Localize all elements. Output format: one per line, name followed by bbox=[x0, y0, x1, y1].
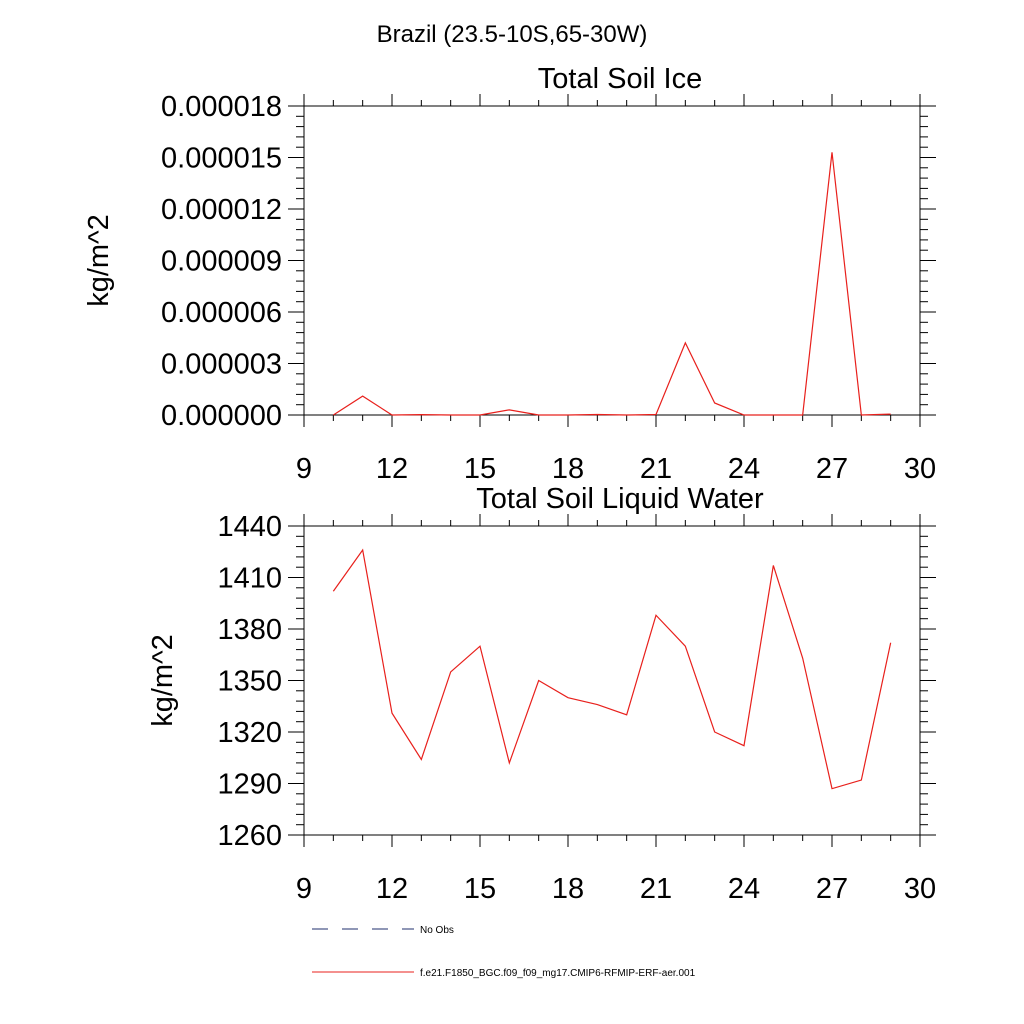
plot-frame bbox=[303, 525, 921, 836]
chart-panel-1: Total Soil Ice 9 12 15 18 21 24 27 30 0.000000 0.0… bbox=[83, 63, 936, 485]
series-line bbox=[333, 152, 891, 416]
x-tick-label: 21 bbox=[640, 873, 672, 905]
y-tick-label: 0.000015 bbox=[161, 143, 282, 175]
x-tick-label: 15 bbox=[464, 873, 496, 905]
legend-entry-2: f.e21.F1850_BGC.f09_f09_mg17.CMIP6-RFMIP… bbox=[312, 968, 696, 979]
x-tick-label: 12 bbox=[376, 453, 408, 485]
x-tick-label: 30 bbox=[904, 873, 936, 905]
x-tick-label: 27 bbox=[816, 453, 848, 485]
y-tick-label: 1320 bbox=[217, 717, 282, 749]
y-tick-label: 0.000003 bbox=[161, 349, 282, 381]
x-tick-label: 27 bbox=[816, 873, 848, 905]
y-tick-label: 0.000012 bbox=[161, 194, 282, 226]
x-tick-label: 15 bbox=[464, 453, 496, 485]
x-tick-label: 24 bbox=[728, 873, 760, 905]
y-tick-label: 0.000006 bbox=[161, 297, 282, 329]
y-tick-label: 1380 bbox=[217, 614, 282, 646]
y-tick-label: 1410 bbox=[217, 563, 282, 595]
y-tick-label: 0.000000 bbox=[161, 400, 282, 432]
y-tick-label: 1440 bbox=[217, 511, 282, 543]
figure-title: Brazil (23.5-10S,65-30W) bbox=[377, 21, 648, 48]
x-tick-label: 24 bbox=[728, 453, 760, 485]
chart-panels: Total Soil Ice 9 12 15 18 21 24 27 30 0.000000 0.0… bbox=[83, 63, 936, 905]
chart-panel-2: Total Soil Liquid Water 9 12 15 18 21 24 27 30 12… bbox=[147, 483, 936, 905]
y-tick-label: 0.000018 bbox=[161, 91, 282, 123]
y-tick-label: 1290 bbox=[217, 769, 282, 801]
y-tick-label: 1350 bbox=[217, 666, 282, 698]
plot-frame bbox=[303, 105, 921, 416]
series-line bbox=[332, 548, 892, 790]
legend: No Obs f.e21.F1850_BGC.f09_f09_mg17.CMIP6… bbox=[312, 925, 696, 979]
x-tick-label: 12 bbox=[376, 873, 408, 905]
legend-label: No Obs bbox=[420, 925, 454, 936]
x-tick-label: 30 bbox=[904, 453, 936, 485]
chart-title: Total Soil Liquid Water bbox=[476, 483, 764, 515]
x-tick-label: 18 bbox=[552, 873, 584, 905]
x-tick-label: 18 bbox=[552, 453, 584, 485]
y-tick-label: 0.000009 bbox=[161, 246, 282, 278]
y-tick-label: 1260 bbox=[217, 820, 282, 852]
x-tick-label: 9 bbox=[296, 873, 312, 905]
legend-entry-1: No Obs bbox=[312, 925, 454, 936]
y-axis-label: kg/m^2 bbox=[147, 634, 179, 727]
x-tick-label: 21 bbox=[640, 453, 672, 485]
x-tick-label: 9 bbox=[296, 453, 312, 485]
legend-label: f.e21.F1850_BGC.f09_f09_mg17.CMIP6-RFMIP… bbox=[420, 968, 696, 979]
chart-title: Total Soil Ice bbox=[538, 63, 702, 95]
y-axis-label: kg/m^2 bbox=[83, 214, 115, 307]
